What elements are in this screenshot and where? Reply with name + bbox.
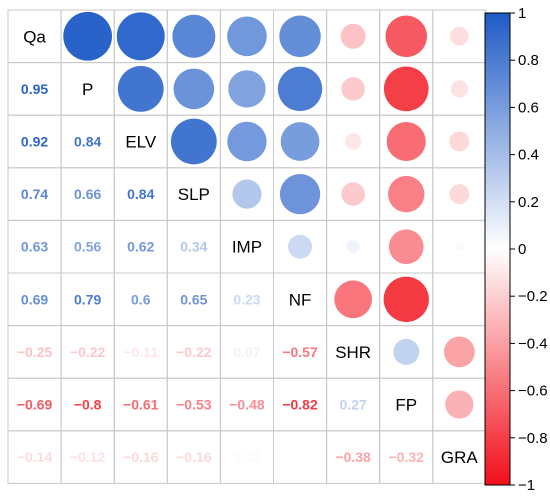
colorbar-tick-label: −0.4: [518, 335, 548, 352]
correlation-value: 0.74: [21, 186, 48, 202]
correlation-circle: [385, 15, 428, 58]
correlation-value: −0.69: [17, 397, 53, 413]
correlation-value: −0.11: [123, 344, 158, 360]
colorbar: 1 0.8 0.6 0.4 0.2 0 −0.2 −0.4 −0.6 −0.8 −1: [484, 5, 548, 494]
correlation-value: −0.57: [282, 344, 318, 360]
correlation-value: 0.84: [74, 134, 101, 150]
correlation-circle: [383, 66, 429, 112]
correlation-circle: [340, 23, 366, 49]
correlation-circle: [116, 12, 165, 61]
variable-label: ELV: [125, 133, 157, 152]
correlation-circle: [445, 390, 474, 419]
correlation-circle: [172, 14, 216, 58]
variable-label: GRA: [441, 448, 479, 467]
correlation-value: 0.07: [233, 344, 260, 360]
correlation-circle: [386, 121, 426, 162]
correlation-circle: [117, 65, 164, 112]
colorbar-tick-label: 0.4: [518, 147, 539, 164]
correlation-value: 0.79: [74, 291, 101, 307]
correlation-circle: [227, 16, 267, 57]
correlation-circle: [280, 122, 320, 161]
correlation-value: −0.14: [17, 449, 53, 465]
correlation-circle: [449, 184, 470, 205]
colorbar-tick-label: 0.6: [518, 99, 539, 116]
correlation-circle: [277, 66, 323, 112]
correlation-value: −0.12: [70, 449, 106, 465]
colorbar-tick-label: −0.6: [518, 383, 548, 400]
matrix-cells: Qa 0.95 P 0.92 0.84 ELV 0.74 0.66 0.84 SLP 0.63 0.5…: [17, 11, 479, 467]
correlation-circle: [228, 70, 266, 108]
correlation-circle: [341, 77, 365, 101]
colorbar-tick-label: −0.8: [518, 430, 548, 447]
correlation-value: 0.6: [131, 291, 151, 307]
correlation-circle: [288, 234, 313, 259]
correlation-value: 0.23: [233, 291, 260, 307]
correlation-circle: [279, 173, 321, 215]
colorbar-tick-label: 0: [518, 241, 526, 258]
variable-label: NF: [289, 290, 312, 309]
correlation-value: −0.25: [17, 344, 53, 360]
correlation-value: 0.62: [127, 239, 154, 255]
colorbar-tick-label: −0.2: [518, 288, 548, 305]
variable-label: SLP: [178, 185, 210, 204]
correlation-circle: [279, 15, 321, 58]
correlation-value: 0.65: [180, 291, 207, 307]
correlation-value: −0.38: [335, 449, 371, 465]
correlation-circle: [449, 131, 470, 152]
correlation-circle: [393, 338, 420, 365]
correlation-value: −0.22: [176, 344, 212, 360]
colorbar-gradient: [484, 12, 511, 486]
correlation-value: 0.34: [180, 239, 207, 255]
grid-cell: [273, 430, 328, 484]
correlation-circle: [346, 240, 360, 254]
correlation-value: −0.8: [74, 397, 102, 413]
variable-label: P: [82, 80, 93, 99]
correlation-circle: [455, 242, 464, 252]
correlation-circle: [63, 11, 113, 61]
correlation-value: −0.61: [123, 397, 159, 413]
variable-label: Qa: [23, 27, 46, 46]
correlation-value: −0.16: [123, 449, 159, 465]
correlation-value: 0.92: [21, 134, 48, 150]
correlation-value: 0.03: [233, 449, 260, 465]
correlation-value: 0.95: [21, 81, 48, 97]
correlation-value: −0.82: [282, 397, 318, 413]
variable-label: IMP: [232, 238, 262, 257]
correlation-value: −0.48: [229, 397, 265, 413]
correlation-value: 0.84: [127, 186, 154, 202]
grid-cell: [432, 272, 487, 327]
colorbar-tick-label: 0.2: [518, 194, 539, 211]
variable-label: FP: [395, 396, 417, 415]
variable-label: SHR: [335, 343, 371, 362]
correlation-value: 0.69: [21, 291, 48, 307]
correlation-circle: [334, 280, 373, 319]
correlation-circle: [388, 229, 424, 265]
correlation-circle: [341, 182, 365, 206]
correlation-circle: [227, 121, 267, 162]
correlation-circle: [388, 175, 425, 213]
correlation-circle: [173, 68, 215, 110]
correlation-circle: [450, 80, 469, 98]
colorbar-tick-label: 1: [518, 5, 526, 22]
correlation-value: −0.16: [176, 449, 212, 465]
correlation-value: 0.56: [74, 239, 101, 255]
correlation-value: 0.63: [21, 239, 48, 255]
correlation-circle: [450, 26, 469, 46]
colorbar-tick-label: −1: [518, 477, 535, 494]
correlation-value: 0.27: [340, 397, 367, 413]
correlation-circle: [344, 133, 362, 150]
correlation-circle: [232, 179, 262, 209]
correlation-circle: [443, 336, 475, 368]
correlation-value: −0.32: [389, 449, 425, 465]
correlation-value: −0.53: [176, 397, 212, 413]
correlation-circle: [170, 118, 217, 165]
colorbar-tick-label: 0.8: [518, 52, 539, 69]
correlation-value: −0.22: [70, 344, 106, 360]
correlation-circle: [383, 276, 429, 322]
correlation-value: 0.66: [74, 186, 101, 202]
